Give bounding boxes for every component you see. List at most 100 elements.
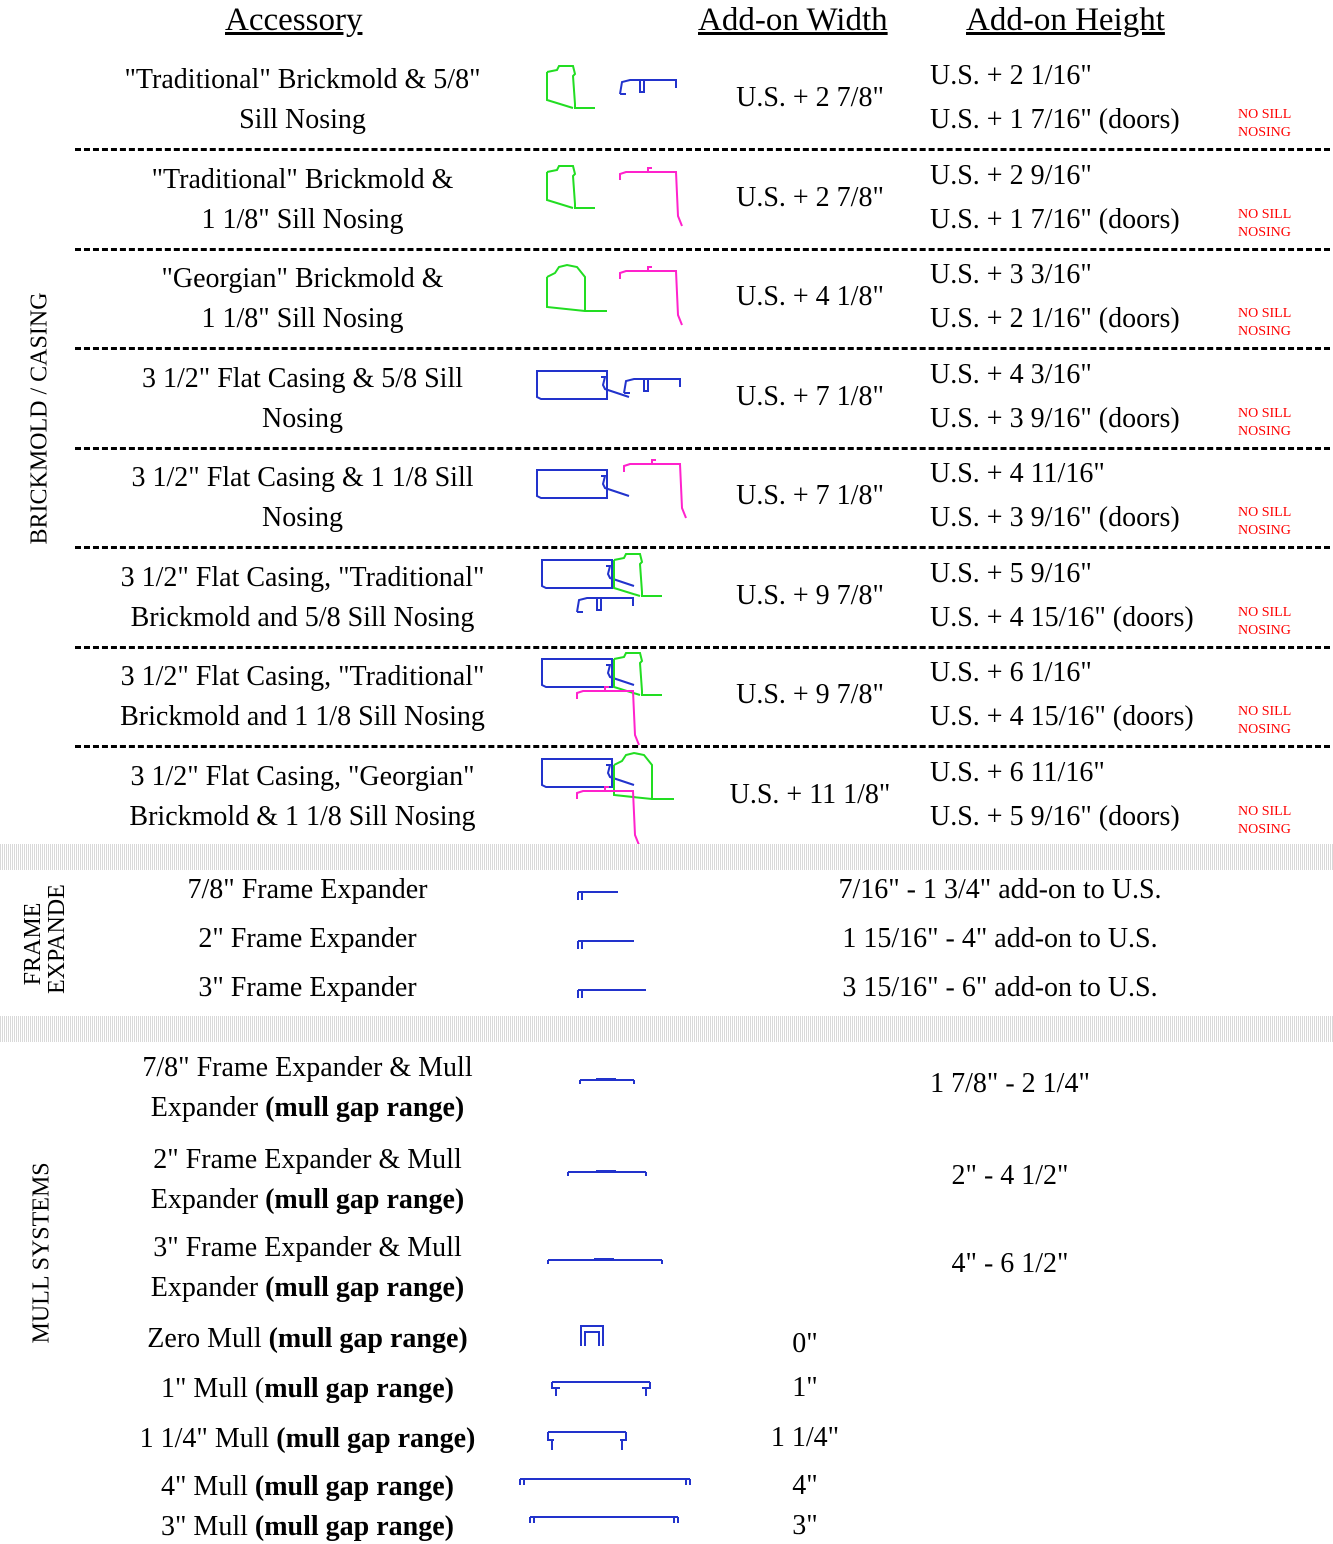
add-on-height-doors-value: U.S. + 4 15/16" (doors) — [930, 701, 1194, 732]
add-on-width-value: U.S. + 9 7/8" — [736, 679, 884, 710]
accessory-label: "Georgian" Brickmold & 1 1/8" Sill Nosing — [70, 259, 535, 339]
mull-expander-shape — [547, 1258, 663, 1264]
mull-name-text: 1" Mull ( — [161, 1373, 265, 1404]
no-sill-nosing-note: NO SILL — [1238, 306, 1292, 321]
row-divider — [75, 645, 1330, 649]
frame-expander-label: 2" Frame Expander — [198, 923, 417, 954]
frame-expander-label: 7/8" Frame Expander — [187, 874, 428, 905]
add-on-width-value: U.S. + 2 7/8" — [736, 82, 884, 113]
mull-gap-range-text: (mull gap range) — [254, 1511, 454, 1542]
brickmold-profile-icon — [613, 751, 674, 800]
flat-casing-icon — [541, 558, 635, 589]
brickmold-georgian-icon — [613, 751, 674, 800]
zero-mull-shape — [580, 1325, 604, 1346]
no-sill-nosing-note: NO SILL — [1238, 405, 1292, 421]
sill-nosing-58-icon — [623, 377, 681, 394]
section-divider-band — [0, 844, 1333, 870]
accessory-line-1: 3 1/2" Flat Casing & 5/8 Sill — [141, 362, 463, 394]
mull-expander-line-2: Expander (mull gap range) — [80, 1268, 535, 1308]
mull-expander-line-1: 2" Frame Expander & Mull — [153, 1144, 462, 1175]
flat-casing-profile-icon — [536, 369, 630, 400]
mull-expander-text: Expander — [150, 1184, 266, 1215]
brickmold-traditional-icon — [546, 65, 595, 109]
mull-name-text: 3" Mull — [161, 1511, 255, 1542]
mull-expander-line-1: 7/8" Frame Expander & Mull — [142, 1052, 473, 1083]
section-divider-band — [0, 1016, 1333, 1042]
accessory-label: 3 1/2" Flat Casing, "Traditional" Brickmo… — [70, 657, 535, 737]
mull-label: 4" Mull (mull gap range) — [80, 1470, 535, 1504]
accessory-line-2: Brickmold & 1 1/8 Sill Nosing — [129, 800, 476, 832]
add-on-width-value: U.S. + 11 1/8" — [729, 778, 891, 810]
add-on-width-header: Add-on Width — [698, 2, 888, 38]
no-sill-nosing-note: NOSING — [1238, 423, 1291, 439]
mull-gap-range-text: (mull gap range) — [268, 1323, 468, 1354]
sill-nosing-profile-icon — [623, 377, 681, 394]
mull-label: 3" Mull (mull gap range) — [80, 1510, 535, 1544]
no-sill-nosing-note: NO SILL — [1238, 206, 1292, 222]
mull-expander-line-2: Expander (mull gap range) — [80, 1180, 535, 1220]
four-inch-mull-shape — [519, 1478, 691, 1485]
no-sill-nosing-note: NOSING — [1238, 821, 1291, 837]
flat-casing-icon — [541, 757, 635, 788]
frame-expander-profile-icon — [577, 989, 646, 998]
frame-expander-range: 7/16" - 1 3/4" add-on to U.S. — [838, 874, 1162, 905]
mull-gap-value: 1" — [792, 1372, 818, 1403]
mull-gap-range-value: 4" - 6 1/2" — [951, 1248, 1069, 1279]
no-sill-nosing-note: NO SILL — [1238, 107, 1292, 122]
accessory-header: Accessory — [225, 2, 363, 38]
add-on-height-value: U.S. + 5 9/16" — [930, 557, 1092, 589]
accessory-line-2: 1 1/8" Sill Nosing — [201, 303, 404, 334]
add-on-height-value: U.S. + 2 9/16" — [930, 159, 1092, 191]
mull-expander-label: 3" Frame Expander & Mull Expander (mull g… — [80, 1228, 535, 1308]
mull-name-text: 1 1/4" Mull — [139, 1423, 277, 1454]
accessory-line-2: 1 1/8" Sill Nosing — [201, 203, 404, 235]
frame-expander-label: 3" Frame Expander — [198, 972, 417, 1003]
mull-expander-shape — [567, 1170, 647, 1176]
row-divider — [75, 546, 1330, 549]
mull-gap-range-text: (mull gap range) — [265, 1184, 465, 1215]
add-on-height-value: U.S. + 3 3/16" — [930, 259, 1092, 290]
row-divider — [75, 446, 1330, 450]
mull-name-text: Zero Mull — [147, 1323, 269, 1354]
brickmold-traditional-icon — [613, 552, 662, 597]
frame-expander-shape — [577, 891, 618, 900]
add-on-height-doors-value: U.S. + 3 9/16" (doors) — [930, 502, 1180, 533]
flat-casing-profile-icon — [536, 469, 630, 499]
accessory-line-1: "Traditional" Brickmold & — [151, 163, 454, 195]
mull-gap-range-text: mull gap range) — [264, 1373, 454, 1404]
frame-expander-range: 1 15/16" - 4" add-on to U.S. — [842, 923, 1158, 954]
add-on-height-value: U.S. + 4 3/16" — [930, 358, 1092, 390]
flat-casing-icon — [541, 658, 635, 688]
accessory-line-1: "Georgian" Brickmold & — [161, 263, 444, 294]
accessory-label: 3 1/2" Flat Casing & 1 1/8 Sill Nosing — [70, 458, 535, 538]
mull-label: Zero Mull (mull gap range) — [80, 1322, 535, 1356]
mull-expander-profile-icon — [547, 1258, 663, 1264]
add-on-width-value: U.S. + 7 1/8" — [736, 380, 884, 412]
frame-expander-profile-icon — [577, 940, 634, 949]
mull-label: 1 1/4" Mull (mull gap range) — [80, 1422, 535, 1456]
add-on-height-value: U.S. + 6 1/16" — [930, 657, 1092, 688]
mull-gap-value: 1 1/4" — [770, 1422, 840, 1453]
mull-gap-value: 4" — [792, 1470, 818, 1501]
mull-gap-range-text: (mull gap range) — [265, 1272, 465, 1303]
flat-casing-profile-icon — [541, 757, 635, 788]
accessory-line-1: 3 1/2" Flat Casing & 1 1/8 Sill — [131, 462, 474, 493]
no-sill-nosing-note: NOSING — [1238, 324, 1291, 339]
mull-gap-value: 3" — [792, 1510, 818, 1541]
accessory-line-1: "Traditional" Brickmold & 5/8" — [124, 64, 481, 95]
no-sill-nosing-note: NOSING — [1238, 523, 1291, 538]
accessory-line-2: Sill Nosing — [239, 104, 366, 135]
sill-nosing-profile-icon — [576, 686, 640, 746]
brickmold-georgian-icon — [546, 263, 607, 312]
sill-nosing-118-icon — [619, 266, 683, 326]
section-label-brickmold: BRICKMOLD / CASING — [26, 292, 53, 545]
accessory-label: 3 1/2" Flat Casing, "Traditional" Brickmo… — [70, 558, 535, 638]
add-on-height-doors-value: U.S. + 5 9/16" (doors) — [930, 800, 1180, 832]
add-on-height-doors-value: U.S. + 1 7/16" (doors) — [930, 203, 1180, 235]
mull-gap-value: 0" — [792, 1328, 818, 1359]
add-on-height-value: U.S. + 2 1/16" — [930, 60, 1092, 91]
section-label-mull: MULL SYSTEMS — [28, 1162, 55, 1344]
add-on-width-value: U.S. + 4 1/8" — [736, 281, 884, 312]
frame-expander-shape — [577, 940, 634, 949]
accessory-line-1: 3 1/2" Flat Casing, "Georgian" — [130, 760, 475, 792]
